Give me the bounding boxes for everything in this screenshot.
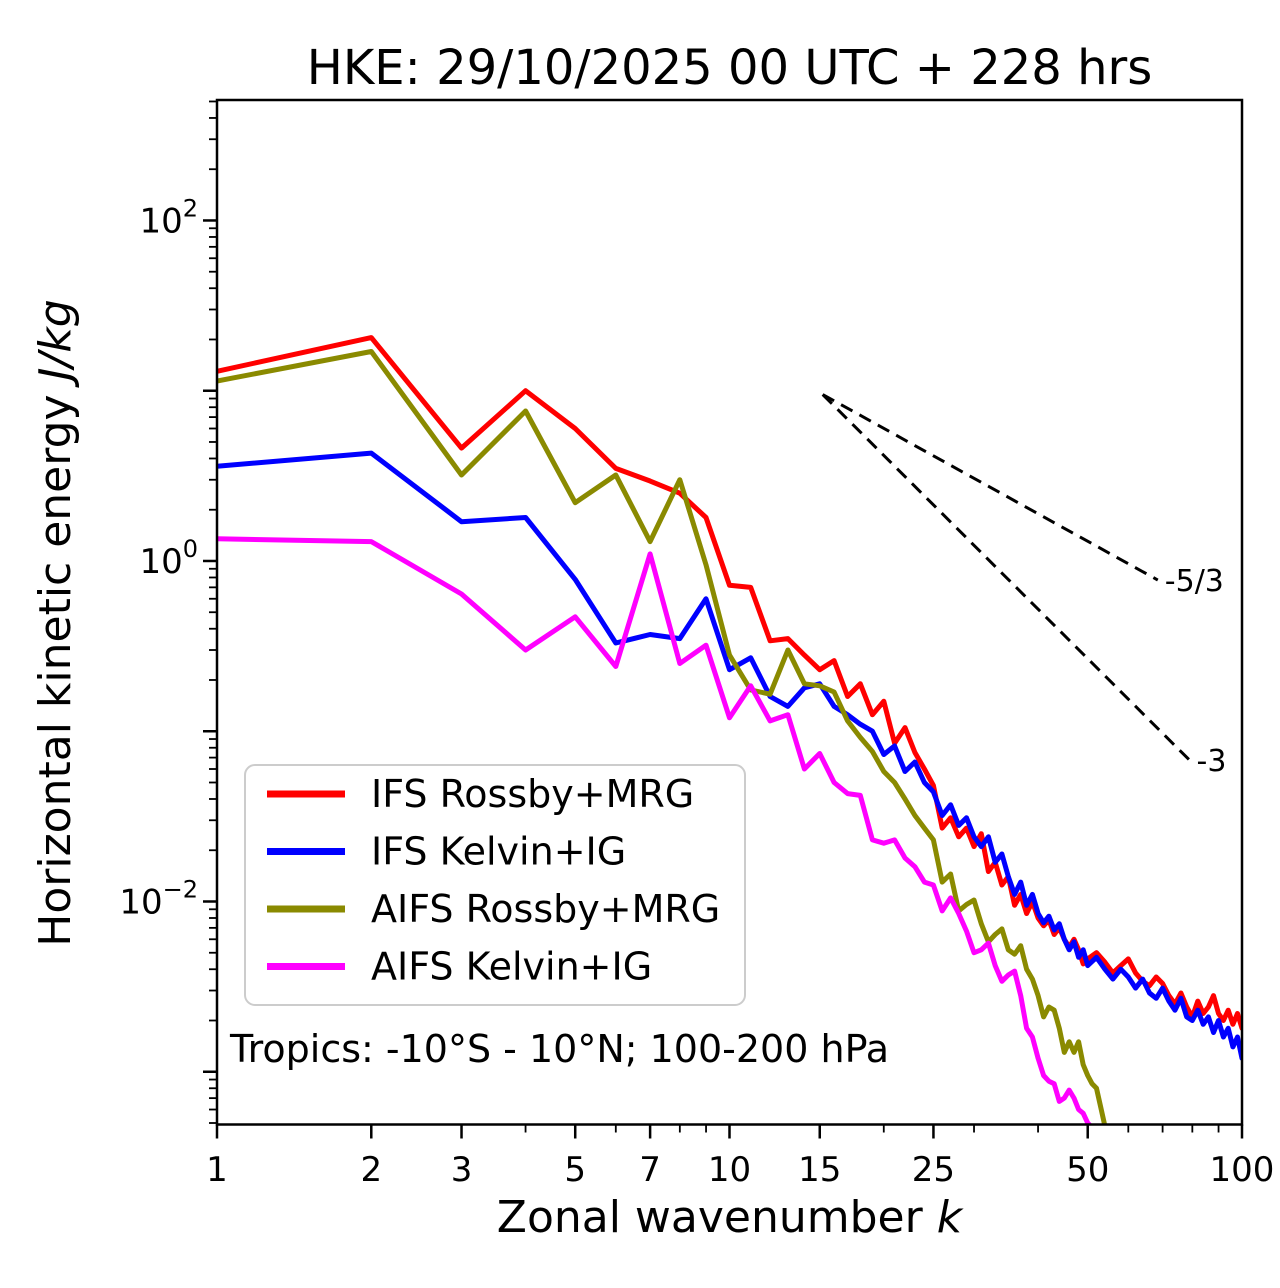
region-annotation: Tropics: -10°S - 10°N; 100-200 hPa — [229, 1027, 889, 1071]
y-tick-label: 102 — [139, 194, 198, 241]
legend-item-ifs-rossby: IFS Rossby+MRG — [267, 772, 694, 816]
ref-line-label--5/3: -5/3 — [1165, 564, 1224, 599]
y-tick-labels: 102 100 10−2 — [119, 194, 198, 922]
legend-item-aifs-kelvin: AIFS Kelvin+IG — [267, 945, 652, 989]
plot-border — [215, 98, 1244, 1126]
x-tick-label-5: 5 — [564, 1150, 586, 1190]
ref-line--3 — [821, 393, 1191, 762]
legend-label-ifs-kelvin: IFS Kelvin+IG — [371, 830, 626, 874]
x-tick-label-15: 15 — [798, 1150, 841, 1190]
legend-label-aifs-kelvin: AIFS Kelvin+IG — [371, 945, 652, 989]
legend-label-aifs-rossby: AIFS Rossby+MRG — [371, 887, 720, 931]
legend-item-ifs-kelvin: IFS Kelvin+IG — [267, 830, 626, 874]
curve-ifs-kelvin-ig — [217, 450, 1242, 1061]
legend-box — [244, 764, 746, 1006]
x-tick-label-1: 1 — [206, 1150, 228, 1190]
x-axis-label: Zonal wavenumber k — [497, 1192, 964, 1243]
x-tick-label-2: 2 — [360, 1150, 382, 1190]
x-tick-label-7: 7 — [639, 1150, 661, 1190]
x-tick-label-10: 10 — [708, 1150, 751, 1190]
ref-line-label--3: -3 — [1197, 744, 1227, 779]
ref-line--5/3 — [821, 393, 1159, 582]
x-tick-label-100: 100 — [1210, 1150, 1275, 1190]
legend-item-aifs-rossby: AIFS Rossby+MRG — [267, 887, 720, 931]
legend-label-ifs-rossby: IFS Rossby+MRG — [371, 772, 694, 816]
chart-title: HKE: 29/10/2025 00 UTC + 228 hrs — [307, 40, 1153, 96]
legend: IFS Rossby+MRG IFS Kelvin+IG AIFS Rossby… — [244, 764, 746, 1006]
spectra-curves — [217, 335, 1242, 1125]
x-tick-labels: 1 2 3 5 7 10 15 25 50 100 — [206, 1150, 1274, 1190]
x-tick-label-25: 25 — [912, 1150, 955, 1190]
reference-slope-lines: -5/3 -3 — [821, 393, 1227, 779]
y-tick-label: 100 — [139, 535, 198, 582]
axis-ticks — [203, 100, 1244, 1139]
curve-aifs-kelvin-ig — [217, 536, 1093, 1125]
x-tick-label-3: 3 — [451, 1150, 473, 1190]
y-tick-label: 10−2 — [119, 875, 198, 922]
curve-ifs-rossby-mrg — [217, 335, 1242, 1031]
y-axis-label: Horizontal kinetic energy J/kg — [30, 299, 81, 946]
x-tick-label-50: 50 — [1066, 1150, 1109, 1190]
